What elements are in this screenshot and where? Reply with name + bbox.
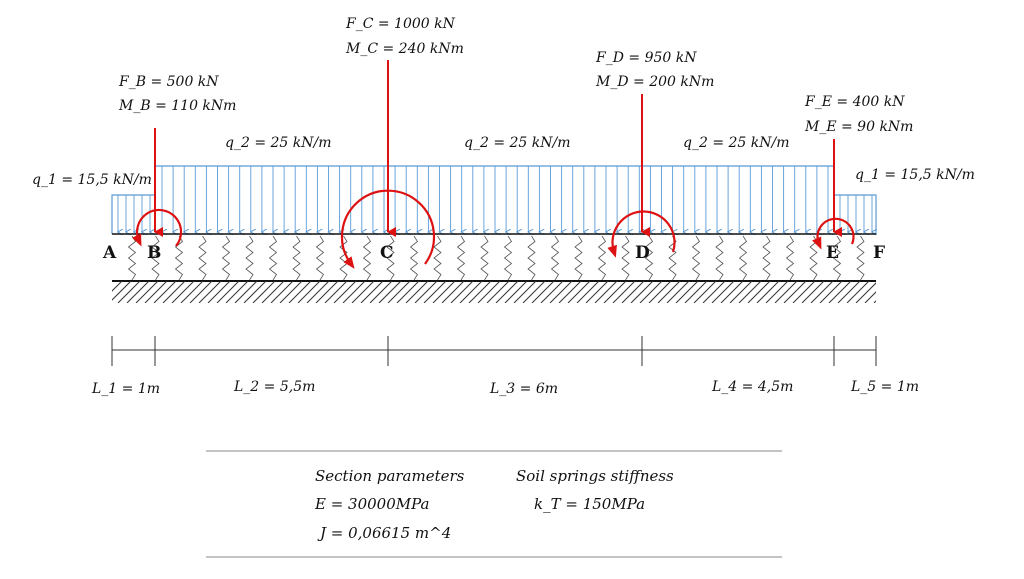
span-label-4: L_4 = 4,5m: [711, 379, 793, 395]
soil-spring: [550, 235, 560, 281]
q1-left-label: q_1 = 15,5 kN/m: [32, 172, 152, 188]
point-label-a: A: [102, 243, 117, 263]
soil-spring: [409, 235, 419, 281]
soil-spring: [315, 235, 325, 281]
force-label-b: F_B = 500 kN: [118, 74, 219, 90]
moment-arc-d: [607, 210, 676, 258]
force-label-c: F_C = 1000 kN: [345, 16, 456, 32]
moment-arc-e: [812, 217, 855, 250]
moment-arc-c: [340, 189, 436, 269]
soil-stiffness-title: Soil springs stiffness: [516, 467, 674, 485]
section-params-title: Section parameters: [315, 467, 465, 485]
soil-spring: [245, 235, 254, 281]
moment-label-c: M_C = 240 kNm: [345, 41, 464, 57]
soil-spring: [785, 235, 795, 281]
soil-spring: [762, 235, 771, 281]
soil-spring: [221, 235, 231, 281]
distributed-load: [111, 165, 876, 234]
span-label-5: L_5 = 1m: [850, 379, 919, 395]
soil-spring: [386, 235, 395, 281]
q1-right-label: q_1 = 15,5 kN/m: [855, 167, 975, 183]
soil-spring: [738, 235, 748, 281]
force-label-e: F_E = 400 kN: [804, 94, 905, 110]
point-label-c: C: [380, 243, 394, 263]
dimension-line: [111, 336, 877, 366]
span-label-2: L_2 = 5,5m: [233, 379, 315, 395]
soil-spring: [198, 235, 207, 281]
point-label-e: E: [826, 243, 839, 263]
soil-spring: [503, 235, 513, 281]
force-label-d: F_D = 950 kN: [595, 50, 697, 66]
soil-spring: [433, 235, 442, 281]
parameters-box: Section parameters E = 30000MPa J = 0,06…: [206, 450, 782, 558]
point-label-d: D: [635, 243, 650, 263]
moment-label-e: M_E = 90 kNm: [804, 119, 913, 135]
soil-spring: [809, 235, 818, 281]
soil-spring: [174, 235, 184, 281]
soil-spring: [621, 235, 630, 281]
span-label-3: L_3 = 6m: [489, 381, 558, 397]
q2-label-3: q_2 = 25 kN/m: [683, 135, 790, 151]
span-label-1: L_1 = 1m: [91, 381, 160, 397]
soil-spring: [292, 235, 301, 281]
soil-spring: [268, 235, 278, 281]
moment-label-b: M_B = 110 kNm: [118, 98, 236, 114]
soil-spring: [127, 235, 137, 281]
soil-spring: [480, 235, 489, 281]
point-label-b: B: [147, 243, 161, 263]
soil-spring: [832, 235, 842, 281]
soil-spring: [527, 235, 536, 281]
soil-spring: [362, 235, 372, 281]
soil-springs: [127, 235, 865, 281]
ground: [112, 280, 876, 303]
soil-spring: [574, 235, 583, 281]
moment-arc-b: [131, 208, 183, 247]
point-label-f: F: [873, 243, 885, 263]
elastic-modulus: E = 30000MPa: [314, 495, 430, 513]
soil-spring: [644, 235, 654, 281]
q2-label-1: q_2 = 25 kN/m: [225, 135, 332, 151]
soil-stiffness-value: k_T = 150MPa: [534, 495, 645, 513]
soil-spring: [597, 235, 607, 281]
soil-spring: [151, 235, 160, 281]
soil-spring: [456, 235, 466, 281]
soil-spring: [691, 235, 701, 281]
moment-label-d: M_D = 200 kNm: [595, 74, 714, 90]
soil-spring: [856, 235, 865, 281]
q2-label-2: q_2 = 25 kN/m: [464, 135, 571, 151]
soil-spring: [339, 235, 348, 281]
soil-spring: [715, 235, 724, 281]
moment-of-inertia: J = 0,06615 m^4: [317, 524, 451, 542]
